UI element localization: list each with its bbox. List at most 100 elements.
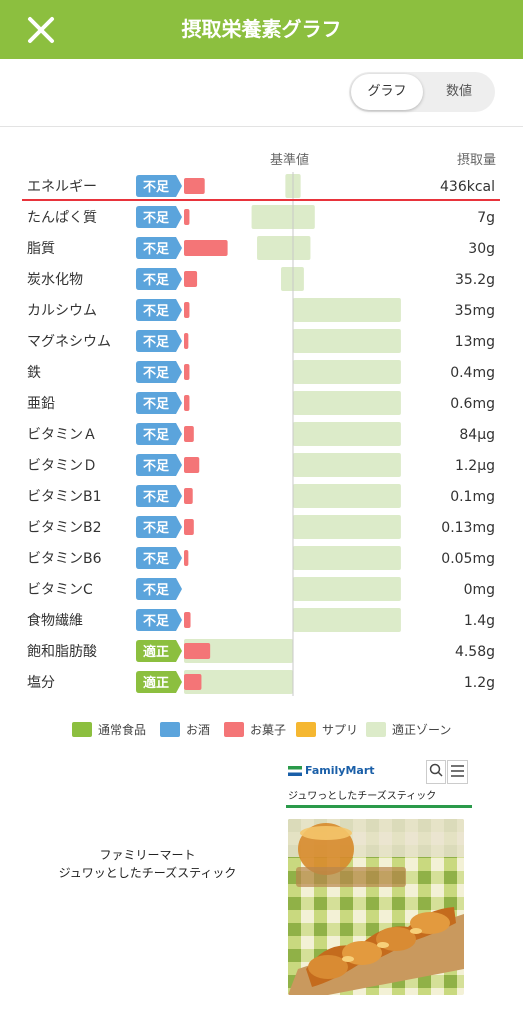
status-badge xyxy=(136,206,182,228)
app-header: 摂取栄養素グラフ xyxy=(0,0,523,59)
status-badge xyxy=(136,175,182,197)
intake-value: 1.2g xyxy=(464,675,495,691)
legend-label: サプリ xyxy=(322,723,359,737)
familymart-stripes-icon xyxy=(288,766,302,776)
intake-value: 35mg xyxy=(455,303,495,319)
adequate-zone-bar xyxy=(293,329,401,353)
status-badge-label: 不足 xyxy=(143,614,170,629)
card-divider xyxy=(286,805,472,808)
product-photo xyxy=(288,819,464,995)
adequate-zone-bar xyxy=(251,205,315,229)
adequate-zone-bar xyxy=(184,639,293,663)
product-name: ファミリーマート ジュワッとしたチーズスティック xyxy=(30,846,265,882)
adequate-zone-bar xyxy=(293,422,401,446)
status-badge xyxy=(136,578,182,600)
adequate-zone-bar xyxy=(293,546,401,570)
adequate-zone-bar xyxy=(293,577,401,601)
status-badge-label: 不足 xyxy=(143,273,170,288)
nutrient-name: ビタミンB6 xyxy=(27,551,102,567)
status-badge-label: 不足 xyxy=(143,552,170,567)
status-badge-label: 不足 xyxy=(143,459,170,474)
intake-value: 0.1mg xyxy=(450,489,495,505)
legend-label: 通常食品 xyxy=(98,723,147,737)
status-badge-label: 不足 xyxy=(143,428,170,443)
nutrient-name: たんぱく質 xyxy=(27,210,97,226)
intake-bar xyxy=(184,395,190,411)
status-badge xyxy=(136,671,182,693)
divider xyxy=(0,126,523,127)
card-header-icons xyxy=(426,760,468,784)
view-toggle: グラフ 数値 xyxy=(349,72,495,112)
status-badge xyxy=(136,423,182,445)
product-maker: ファミリーマート xyxy=(99,848,196,862)
adequate-zone-bar xyxy=(293,608,401,632)
intake-bar xyxy=(184,519,194,535)
intake-value: 1.2μg xyxy=(455,458,495,474)
status-badge-label: 適正 xyxy=(143,675,169,691)
status-badge xyxy=(136,299,182,321)
status-badge xyxy=(136,547,182,569)
close-icon[interactable] xyxy=(22,11,60,49)
intake-value: 0.05mg xyxy=(441,551,495,567)
familymart-brand: FamilyMart xyxy=(305,764,375,777)
status-badge-label: 不足 xyxy=(143,335,170,350)
intake-bar xyxy=(184,426,194,442)
status-badge-label: 不足 xyxy=(143,304,170,319)
nutrient-name: ビタミンB2 xyxy=(27,520,102,536)
adequate-zone-bar xyxy=(281,267,304,291)
highlight-line xyxy=(22,199,500,201)
adequate-zone-bar xyxy=(184,670,293,694)
intake-value: 436kcal xyxy=(440,179,495,195)
graph-tab[interactable]: グラフ xyxy=(351,74,423,110)
intake-bar xyxy=(184,333,189,349)
intake-bar xyxy=(184,302,190,318)
nutrient-name: 炭水化物 xyxy=(27,272,83,288)
status-badge-label: 不足 xyxy=(143,242,170,257)
status-badge-label: 適正 xyxy=(143,644,169,660)
intake-bar xyxy=(184,550,189,566)
intake-value: 30g xyxy=(468,241,495,257)
status-badge-label: 不足 xyxy=(143,211,170,226)
status-badge-label: 不足 xyxy=(143,583,170,598)
intake-value: 0mg xyxy=(464,582,495,598)
nutrient-name: エネルギー xyxy=(27,179,97,195)
product-card[interactable]: FamilyMart ジュワっとしたチーズスティック xyxy=(286,757,472,997)
intake-value: 1.4g xyxy=(464,613,495,629)
nutrient-name: 塩分 xyxy=(27,675,55,691)
intake-value: 4.58g xyxy=(455,644,495,660)
legend: 通常食品 お酒 お菓子 サプリ 適正ゾーン xyxy=(0,721,523,739)
nutrient-name: 脂質 xyxy=(27,241,55,257)
intake-value: 13mg xyxy=(455,334,495,350)
card-product-title: ジュワっとしたチーズスティック xyxy=(288,791,437,802)
status-badge-label: 不足 xyxy=(143,180,170,195)
adequate-zone-bar xyxy=(293,360,401,384)
nutrient-name: ビタミンＤ xyxy=(27,458,97,474)
nutrient-name: 食物繊維 xyxy=(27,612,83,629)
intake-bar xyxy=(184,209,190,225)
familymart-logo: FamilyMart xyxy=(288,764,375,778)
status-badge xyxy=(136,485,182,507)
intake-value: 0.13mg xyxy=(441,520,495,536)
status-badge-label: 不足 xyxy=(143,366,170,381)
nutrient-name: 飽和脂肪酸 xyxy=(27,643,97,660)
nutrient-name: ビタミンB1 xyxy=(27,489,102,505)
status-badge xyxy=(136,330,182,352)
intake-bar xyxy=(184,178,205,194)
status-badge-label: 不足 xyxy=(143,397,170,412)
status-badge xyxy=(136,454,182,476)
intake-bar xyxy=(184,674,202,690)
legend-label: お酒 xyxy=(186,723,211,737)
status-badge-label: 不足 xyxy=(143,521,170,536)
intake-value: 35.2g xyxy=(455,272,495,288)
legend-label: 適正ゾーン xyxy=(392,723,452,737)
legend-swatch xyxy=(160,722,180,737)
legend-swatch xyxy=(72,722,92,737)
status-badge xyxy=(136,237,182,259)
nutrient-name: 亜鉛 xyxy=(27,396,55,412)
status-badge xyxy=(136,392,182,414)
page-title: 摂取栄養素グラフ xyxy=(181,17,342,41)
values-tab[interactable]: 数値 xyxy=(445,84,472,99)
legend-swatch xyxy=(366,722,386,737)
search-icon xyxy=(429,763,441,775)
